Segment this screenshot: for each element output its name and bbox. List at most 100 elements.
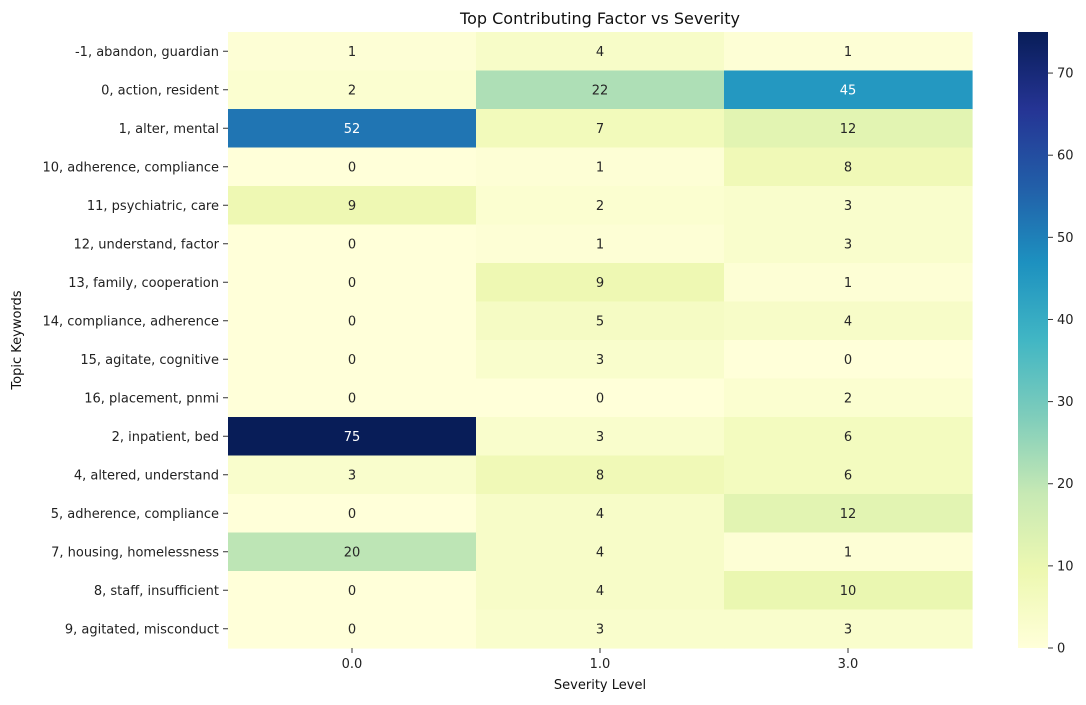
y-tick-label: 0, action, resident [101, 83, 219, 98]
heatmap-cell [228, 186, 477, 226]
heatmap-cell [724, 224, 973, 264]
colorbar-tick-label: 0 [1057, 642, 1065, 657]
cell-value-label: 0 [348, 391, 356, 406]
heatmap-cell [476, 186, 725, 226]
cell-value-label: 0 [348, 160, 356, 175]
heatmap-cell [476, 263, 725, 303]
y-tick-label: 2, inpatient, bed [112, 430, 219, 445]
y-tick-label: 14, compliance, adherence [42, 314, 219, 329]
cell-value-label: 1 [596, 237, 604, 252]
heatmap-cell [724, 609, 973, 649]
cell-value-label: 7 [596, 122, 604, 137]
heatmap-cell [724, 494, 973, 534]
heatmap-cell [476, 378, 725, 418]
heatmap-cell [724, 340, 973, 380]
heatmap-cell [228, 455, 477, 495]
chart-title: Top Contributing Factor vs Severity [459, 9, 740, 28]
heatmap-cell [228, 301, 477, 341]
heatmap-cell [724, 571, 973, 611]
colorbar-tick-label: 70 [1057, 67, 1074, 82]
heatmap-cell [724, 32, 973, 72]
heatmap-cell [476, 455, 725, 495]
y-tick-label: 1, alter, mental [119, 122, 219, 137]
colorbar [1018, 32, 1048, 648]
colorbar-tick-label: 60 [1057, 149, 1074, 164]
cell-value-label: 6 [844, 468, 852, 483]
heatmap-cell [228, 571, 477, 611]
heatmap-cell [228, 609, 477, 649]
cell-value-label: 12 [840, 122, 857, 137]
cell-value-label: 45 [840, 83, 857, 98]
cell-value-label: 0 [844, 353, 852, 368]
heatmap-cell [476, 109, 725, 149]
heatmap-cell [476, 417, 725, 457]
cell-value-label: 1 [844, 45, 852, 60]
cell-value-label: 3 [596, 353, 604, 368]
cell-value-label: 2 [844, 391, 852, 406]
cell-value-label: 0 [596, 391, 604, 406]
heatmap-cell [476, 532, 725, 572]
y-tick-label: 4, altered, understand [74, 468, 219, 483]
heatmap-cell [228, 224, 477, 264]
cell-value-label: 22 [592, 83, 609, 98]
colorbar-tick-label: 50 [1057, 231, 1074, 246]
cell-value-label: 3 [844, 237, 852, 252]
x-axis: 0.0 1.0 3.0 [342, 648, 859, 672]
cell-value-label: 4 [596, 45, 604, 60]
cell-value-label: 8 [596, 468, 604, 483]
heatmap-cell [476, 301, 725, 341]
cell-value-label: 3 [596, 430, 604, 445]
cell-value-label: 20 [344, 545, 361, 560]
heatmap-cell [476, 340, 725, 380]
heatmap-cell [228, 340, 477, 380]
cell-value-label: 4 [844, 314, 852, 329]
y-tick-label: 5, adherence, compliance [51, 507, 219, 522]
heatmap-cell [724, 301, 973, 341]
heatmap-cell [476, 32, 725, 72]
y-tick-label: 15, agitate, cognitive [80, 353, 219, 368]
heatmap-cell [228, 109, 477, 149]
heatmap-cell [228, 147, 477, 187]
heatmap-cells [228, 32, 973, 649]
cell-value-label: 4 [596, 584, 604, 599]
heatmap-cell [228, 532, 477, 572]
x-tick-label: 0.0 [342, 657, 363, 672]
heatmap-cell [724, 186, 973, 226]
heatmap-cell [476, 147, 725, 187]
heatmap-cell [724, 455, 973, 495]
cell-value-label: 9 [596, 276, 604, 291]
y-axis-label: Topic Keywords [10, 290, 25, 390]
heatmap-cell [228, 494, 477, 534]
cell-value-label: 4 [596, 507, 604, 522]
heatmap-cell [228, 417, 477, 457]
cell-value-label: 3 [596, 622, 604, 637]
y-tick-label: 11, psychiatric, care [87, 199, 219, 214]
cell-value-label: 75 [344, 430, 361, 445]
y-tick-label: 12, understand, factor [73, 237, 219, 252]
y-tick-label: -1, abandon, guardian [75, 45, 219, 60]
cell-value-label: 3 [844, 199, 852, 214]
y-tick-label: 10, adherence, compliance [42, 160, 219, 175]
cell-value-label: 3 [844, 622, 852, 637]
cell-value-label: 52 [344, 122, 361, 137]
cell-value-label: 6 [844, 430, 852, 445]
y-tick-label: 13, family, cooperation [68, 276, 219, 291]
heatmap-cell [476, 571, 725, 611]
x-tick-label: 3.0 [838, 657, 859, 672]
cell-value-label: 1 [596, 160, 604, 175]
heatmap-cell [228, 378, 477, 418]
heatmap-cell [476, 494, 725, 534]
cell-value-label: 0 [348, 314, 356, 329]
cell-value-label: 0 [348, 237, 356, 252]
heatmap-cell [724, 532, 973, 572]
cell-value-label: 0 [348, 622, 356, 637]
heatmap-cell [476, 70, 725, 110]
heatmap-cell [724, 147, 973, 187]
heatmap-cell [476, 224, 725, 264]
heatmap-cell [724, 378, 973, 418]
heatmap-cell [228, 263, 477, 303]
y-tick-label: 9, agitated, misconduct [65, 622, 219, 637]
cell-value-label: 1 [844, 545, 852, 560]
